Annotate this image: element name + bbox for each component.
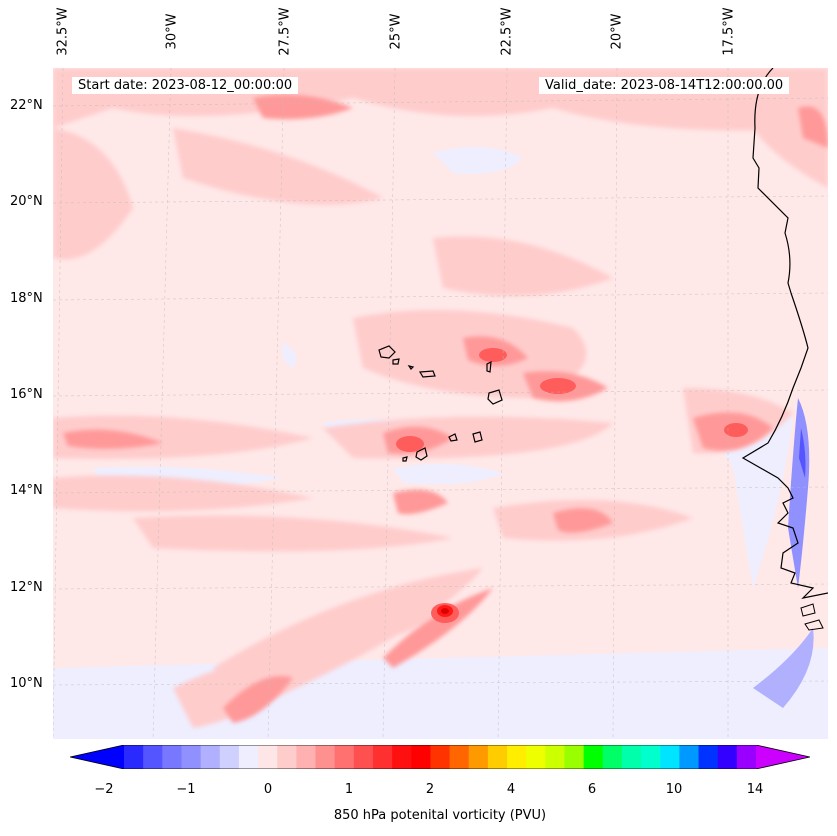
colorbar-cell <box>258 745 278 769</box>
colorbar-tick-1: 1 <box>344 782 354 797</box>
colorbar-tick-6: 6 <box>587 782 597 797</box>
bijagos-islands <box>800 603 824 631</box>
colorbar-cell <box>717 745 738 769</box>
colorbar-cell <box>296 745 317 769</box>
coastal-negative-strip <box>753 398 814 708</box>
colorbar-cell <box>124 745 144 769</box>
map-panel <box>53 68 828 739</box>
lon-label-25w: 25°W <box>388 13 404 50</box>
colorbar-cell <box>660 745 680 769</box>
lon-label-22-5w: 22.5°W <box>499 7 515 56</box>
colorbar-cell <box>679 745 700 769</box>
lon-label-32-5w: 32.5°W <box>55 7 71 56</box>
colorbar-cell <box>507 745 527 769</box>
colorbar-cell <box>430 745 451 769</box>
colorbar-cell <box>162 745 182 769</box>
lat-label-22n: 22°N <box>10 98 43 113</box>
colorbar-cell <box>698 745 719 769</box>
colorbar-cell <box>583 745 604 769</box>
colorbar-cell <box>315 745 336 769</box>
lon-label-20w: 20°W <box>609 13 625 50</box>
colorbar-cell <box>602 745 623 769</box>
valid-date-label: Valid_date: 2023-08-14T12:00:00.00 <box>539 77 790 94</box>
strong-positive-areas <box>396 348 748 623</box>
lat-label-18n: 18°N <box>10 291 43 306</box>
colorbar-tick-14: 14 <box>746 782 764 797</box>
graticule <box>53 68 828 739</box>
lat-label-12n: 12°N <box>10 580 43 595</box>
colorbar-cell <box>200 745 221 769</box>
colorbar-title: 850 hPa potenital vorticity (PVU) <box>333 808 547 823</box>
colorbar-cell <box>334 745 355 769</box>
cape-verde-islands <box>378 345 503 462</box>
colorbar-cell <box>449 745 470 769</box>
colorbar-cell <box>621 745 642 769</box>
colorbar-cell <box>487 745 508 769</box>
colorbar-extend-high <box>756 745 810 769</box>
colorbar-cell <box>238 745 259 769</box>
colorbar-tick-neg1: −1 <box>176 782 196 797</box>
moderate-positive-areas <box>63 94 828 723</box>
colorbar-cell <box>181 745 202 769</box>
colorbar-extend-low <box>70 745 124 769</box>
lon-label-30w: 30°W <box>164 13 180 50</box>
colorbar-cell <box>143 745 163 769</box>
start-date-label: Start date: 2023-08-12_00:00:00 <box>72 77 299 94</box>
colorbar-cell <box>277 745 297 769</box>
colorbar-cell <box>219 745 240 769</box>
colorbar <box>70 745 810 769</box>
colorbar-cell <box>545 745 565 769</box>
colorbar-cell <box>392 745 412 769</box>
colorbar-cell <box>564 745 585 769</box>
colorbar-tick-10: 10 <box>665 782 683 797</box>
colorbar-cell <box>372 745 393 769</box>
lat-label-14n: 14°N <box>10 483 43 498</box>
african-coastline <box>741 68 828 599</box>
colorbar-cell <box>641 745 661 769</box>
pv-contour-map <box>53 68 828 739</box>
lat-label-10n: 10°N <box>10 676 43 691</box>
colorbar-tick-2: 2 <box>425 782 435 797</box>
lon-label-27-5w: 27.5°W <box>277 7 293 56</box>
colorbar-cell <box>411 745 431 769</box>
lon-label-17-5w: 17.5°W <box>721 7 737 56</box>
colorbar-tick-0: 0 <box>263 782 273 797</box>
peak-pv-maximum <box>437 605 453 617</box>
lat-label-16n: 16°N <box>10 387 43 402</box>
colorbar-cells <box>70 745 810 769</box>
colorbar-cell <box>736 745 757 769</box>
colorbar-tick-4: 4 <box>506 782 516 797</box>
colorbar-cell <box>526 745 546 769</box>
colorbar-tick-neg2: −2 <box>94 782 114 797</box>
lat-label-20n: 20°N <box>10 194 43 209</box>
colorbar-cell <box>353 745 374 769</box>
colorbar-cell <box>468 745 489 769</box>
